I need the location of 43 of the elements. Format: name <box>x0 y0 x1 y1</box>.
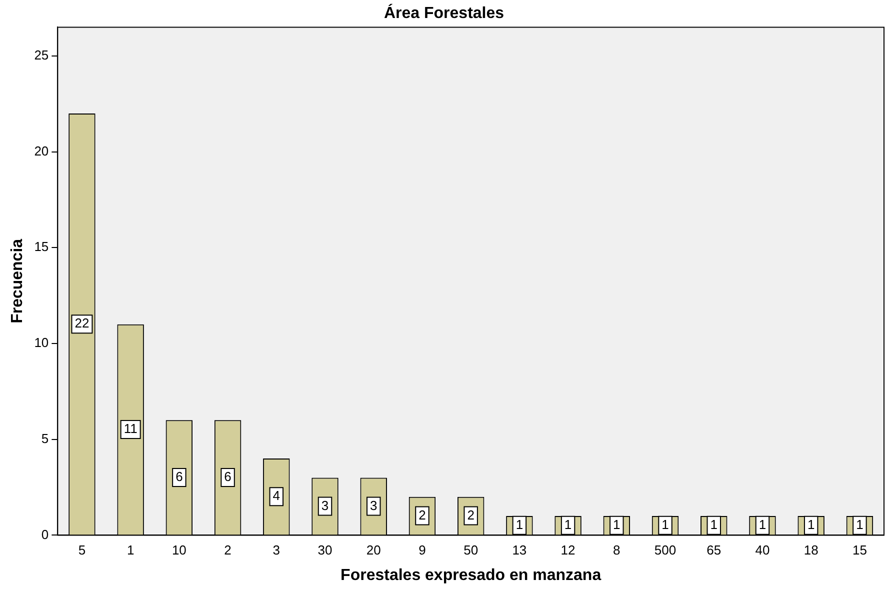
data-label: 3 <box>321 498 329 513</box>
data-label: 11 <box>124 421 138 436</box>
chart-title: Área Forestales <box>384 3 504 22</box>
x-tick-label: 2 <box>224 542 232 558</box>
x-tick-label: 3 <box>272 542 280 558</box>
data-label: 1 <box>758 516 766 532</box>
y-tick-label: 20 <box>34 143 49 158</box>
data-label: 1 <box>564 516 572 532</box>
y-tick-label: 5 <box>41 430 49 446</box>
data-label: 1 <box>662 516 669 532</box>
data-label: 1 <box>856 516 864 532</box>
x-tick-label: 50 <box>464 542 478 558</box>
x-tick-label: 65 <box>706 542 722 558</box>
data-label: 1 <box>613 516 620 532</box>
y-tick-label: 15 <box>34 239 49 254</box>
x-tick-label: 15 <box>852 542 867 558</box>
x-tick-label: 500 <box>654 542 676 558</box>
x-tick-label: 10 <box>172 542 186 558</box>
data-label: 1 <box>807 516 815 532</box>
data-label: 6 <box>176 469 183 484</box>
x-tick-label: 13 <box>512 542 527 558</box>
y-tick-label: 25 <box>34 48 49 63</box>
y-axis-title: Frecuencia <box>9 238 26 324</box>
x-tick-label: 30 <box>318 542 332 558</box>
data-label: 6 <box>224 469 232 484</box>
data-label: 4 <box>272 488 280 504</box>
y-tick-label: 0 <box>41 526 49 542</box>
x-tick-label: 12 <box>560 542 576 558</box>
x-tick-label: 1 <box>126 542 134 558</box>
x-tick-label: 9 <box>418 542 426 558</box>
x-tick-label: 40 <box>755 542 770 558</box>
y-tick-label: 10 <box>34 335 49 350</box>
x-tick-label: 8 <box>613 542 620 558</box>
x-axis-title: Forestales expresado en manzana <box>340 566 602 584</box>
data-label: 2 <box>418 507 426 522</box>
x-tick-label: 18 <box>804 542 818 558</box>
data-label: 22 <box>74 316 90 331</box>
x-tick-label: 20 <box>366 542 381 558</box>
data-label: 1 <box>516 516 524 532</box>
data-label: 2 <box>467 507 474 522</box>
data-label: 1 <box>710 516 718 532</box>
data-label: 3 <box>370 498 378 513</box>
x-tick-label: 5 <box>78 542 86 558</box>
